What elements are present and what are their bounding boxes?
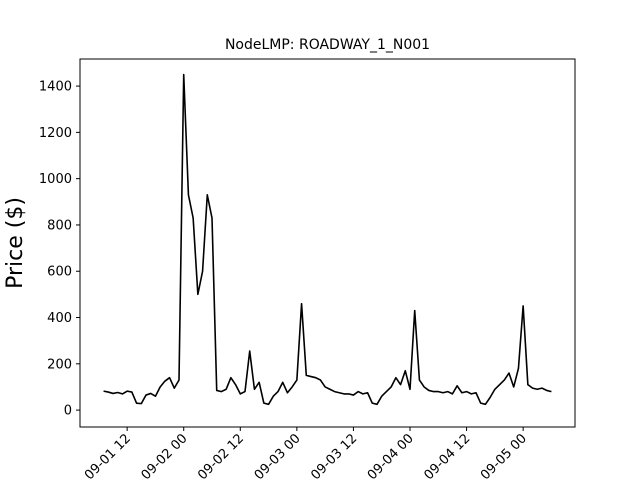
price-line (103, 73, 552, 406)
plot-frame (79, 58, 576, 428)
y-tick-label: 800 (47, 218, 72, 233)
chart-title: NodeLMP: ROADWAY_1_N001 (225, 37, 430, 53)
y-tick-label: 600 (47, 265, 72, 280)
y-tick-label: 1400 (39, 80, 72, 95)
y-tick-label: 200 (47, 357, 72, 372)
y-tick-label: 400 (47, 311, 72, 326)
y-tick-label: 1200 (39, 126, 72, 141)
y-tick-label: 1000 (39, 172, 72, 187)
y-tick-label: 0 (64, 404, 72, 419)
y-axis-label: Price ($) (3, 197, 28, 289)
